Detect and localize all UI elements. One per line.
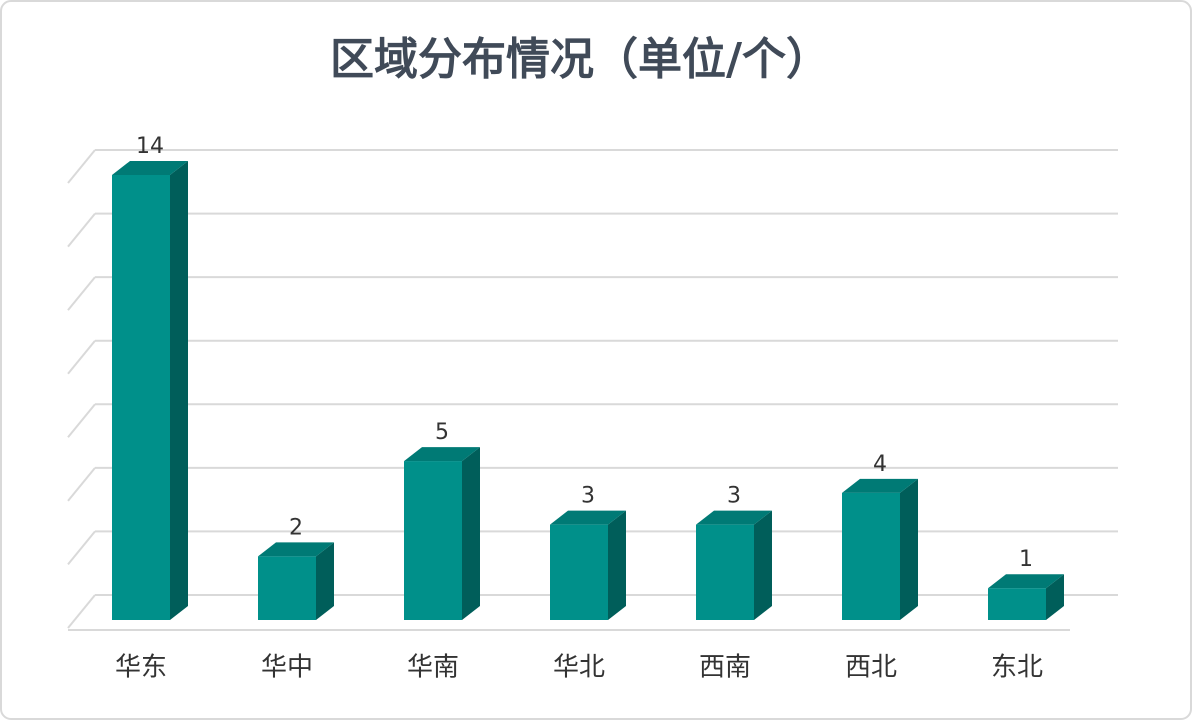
x-tick-label: 西北 (845, 653, 897, 683)
grid-line (67, 339, 1118, 375)
bar-side (316, 542, 334, 620)
grid-side (67, 530, 96, 566)
x-tick-label: 华东 (115, 653, 167, 683)
value-label: 4 (873, 452, 887, 477)
value-label: 2 (289, 515, 303, 540)
x-tick-label: 华北 (553, 653, 605, 683)
bar (696, 510, 772, 620)
bar (842, 478, 918, 620)
bar-front (696, 524, 754, 620)
value-label: 5 (435, 420, 449, 445)
x-tick-label: 西南 (699, 653, 751, 683)
grid-line (67, 149, 1118, 184)
bar-side (754, 510, 772, 620)
grid-side (67, 212, 96, 248)
bar-top (842, 478, 918, 493)
grid-side (67, 276, 96, 311)
bar-side (1046, 574, 1064, 620)
grid-side (67, 403, 96, 438)
value-label: 14 (136, 134, 164, 159)
bar-front (258, 556, 316, 620)
bar-front (842, 492, 900, 620)
grid-line (67, 212, 1118, 248)
bar (258, 542, 334, 620)
grid-side (67, 340, 96, 375)
grid-line (67, 276, 1118, 311)
bar-front (988, 588, 1046, 620)
bar-top (404, 447, 480, 462)
grid-side (67, 149, 96, 184)
value-label: 3 (581, 484, 595, 509)
bar-top (112, 161, 188, 175)
bar-front (404, 461, 462, 620)
bar-side (900, 478, 918, 620)
grid-line (67, 403, 1118, 438)
bar (550, 510, 626, 620)
bar-front (550, 524, 608, 620)
grid-side (67, 467, 96, 502)
x-tick-label: 华中 (261, 653, 313, 683)
x-tick-label: 东北 (991, 653, 1043, 683)
value-label: 1 (1019, 547, 1033, 572)
bar-front (112, 175, 170, 620)
bar (404, 447, 480, 620)
bar (988, 574, 1064, 620)
x-tick-label: 华南 (407, 653, 459, 683)
bar-top (258, 542, 334, 557)
bar-side (608, 510, 626, 620)
bar (112, 161, 188, 620)
grid-side (67, 594, 96, 629)
bar-side (170, 161, 188, 620)
chart-title: 区域分布情况（单位/个） (330, 34, 830, 85)
bar-top (550, 510, 626, 525)
bar-top (988, 574, 1064, 589)
bar-side (462, 447, 480, 620)
bar-top (696, 510, 772, 525)
grid-line (67, 466, 1118, 502)
value-label: 3 (727, 484, 741, 509)
